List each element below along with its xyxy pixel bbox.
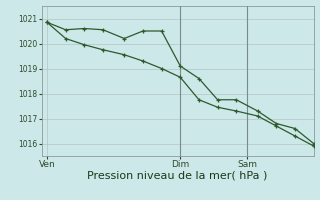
X-axis label: Pression niveau de la mer( hPa ): Pression niveau de la mer( hPa ) xyxy=(87,171,268,181)
